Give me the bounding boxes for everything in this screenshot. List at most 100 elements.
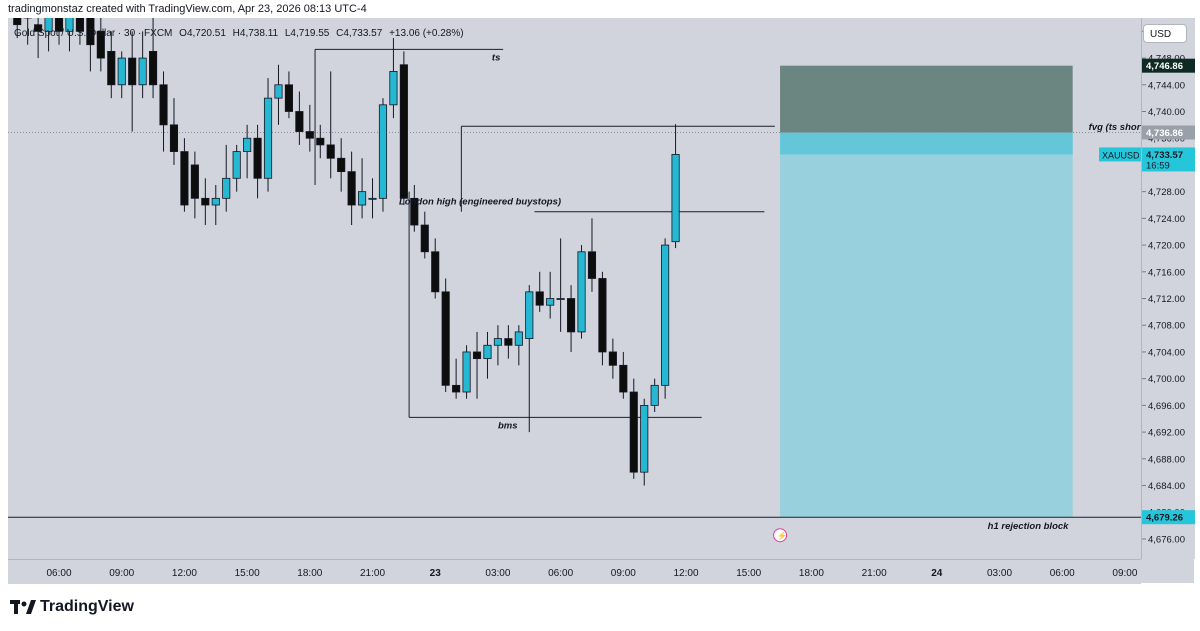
candle [368,197,377,200]
price-scale-svg: 4,752.004,748.004,744.004,740.004,736.00… [1142,27,1195,545]
candle [211,197,220,206]
legend-open: O4,720.51 [179,28,226,39]
candle [671,154,680,243]
legend-low: L4,719.55 [284,28,330,39]
candle [378,104,388,199]
time-tick-label: 12:00 [172,568,197,579]
candle [431,251,440,293]
candle [441,291,450,386]
legend-high: H4,738.11 [232,28,279,39]
time-tick-label: 09:00 [611,568,636,579]
time-tick-label: 09:00 [1112,568,1137,579]
price-tick-label: 4,676.00 [1148,534,1185,545]
price-tick-label: 4,728.00 [1148,187,1185,198]
price-tick-label: 4,688.00 [1148,454,1185,465]
time-tick-label: 21:00 [360,568,385,579]
price-scale[interactable]: 4,752.004,748.004,744.004,740.004,736.00… [1141,18,1195,559]
candle [169,124,179,152]
candle [274,84,283,99]
time-axis-svg: 06:00 09:00 12:00 15:00 18:00 21:00 23 03:00 06:… [47,568,1195,579]
chart-credit: tradingmonstaz created with TradingView.… [8,3,367,15]
price-tick-label: 4,684.00 [1148,481,1185,492]
candle [577,251,586,333]
candle [138,57,147,86]
candle [316,137,325,146]
price-tick-label: 4,720.00 [1148,241,1185,252]
candle [232,151,241,179]
candle [13,18,22,26]
candle [201,197,210,206]
candle [608,351,617,366]
candle [149,50,158,86]
candle [535,291,544,306]
label-ts: ts [492,52,500,63]
price-tick-label: 4,716.00 [1148,267,1185,278]
candle [493,338,502,346]
candle [483,344,492,360]
candle [452,384,461,393]
take-profit-zone [780,132,1073,518]
candle [420,224,429,253]
candle [180,151,189,206]
candle [96,30,105,59]
time-tick-label: 23 [430,568,442,579]
candle [34,24,43,32]
price-tick-label: 4,696.00 [1148,401,1185,412]
open-pnl-zone [780,132,1073,155]
currency-button[interactable]: USD [1143,24,1187,43]
time-axis[interactable]: 06:00 09:00 12:00 15:00 18:00 21:00 23 03:00 06:… [8,559,1195,584]
legend-change: +13.06 (+0.28%) [389,28,464,39]
tradingview-wordmark: TradingView [40,598,134,615]
tradingview-logo: TradingView [10,597,134,617]
legend-symbol: Gold Spot / U.S. Dollar · 30 · FXCM [14,28,173,39]
price-tick-label: 4,724.00 [1148,214,1185,225]
time-tick-label: 03:00 [987,568,1012,579]
price-tick-label: 4,700.00 [1148,374,1185,385]
candle [598,278,607,353]
candle [629,391,638,473]
price-tick-label: 4,744.00 [1148,80,1185,91]
price-label [1142,147,1195,172]
candle [556,298,565,300]
candle [54,18,64,32]
candle [190,164,199,199]
candlestick-chart[interactable]: ts fvg (ts shorts) London high (engineered… [8,18,1141,559]
time-tick-label: 06:00 [47,568,72,579]
candle [75,18,84,32]
candle [650,384,659,406]
candle [65,18,74,32]
candle [128,57,137,86]
price-label [1142,58,1195,73]
time-tick-label: 24 [931,568,943,579]
candle [462,351,471,393]
candle [117,57,126,86]
time-tick-label: 21:00 [862,568,887,579]
candle [243,137,252,152]
candle [661,244,670,386]
label-bms: bms [498,420,518,431]
candle [640,404,649,473]
time-tick-label: 15:00 [736,568,761,579]
price-tick-label: 4,712.00 [1148,294,1185,305]
time-tick-label: 03:00 [485,568,510,579]
candle [44,18,53,32]
time-tick-label: 18:00 [799,568,824,579]
symbol-tag [1099,147,1141,162]
price-label-text: 4,679.26 [1146,513,1183,524]
label-h1-rejection: h1 rejection block [988,521,1069,532]
candle [284,84,293,112]
time-tick-label: 18:00 [297,568,322,579]
price-label [1142,125,1195,140]
time-tick-label: 15:00 [235,568,260,579]
symbol-tag-text: XAUUSD [1102,150,1140,160]
candle [619,364,628,393]
chart-plot-area[interactable]: ts fvg (ts shorts) London high (engineered… [8,18,1141,559]
candle [546,298,555,306]
time-tick-label: 12:00 [674,568,699,579]
candle [399,64,408,199]
price-label [1142,510,1195,525]
candle [567,298,576,333]
candle [326,144,335,159]
candle [305,131,314,139]
symbol-legend: Gold Spot / U.S. Dollar · 30 · FXCM O4,7… [14,28,468,39]
